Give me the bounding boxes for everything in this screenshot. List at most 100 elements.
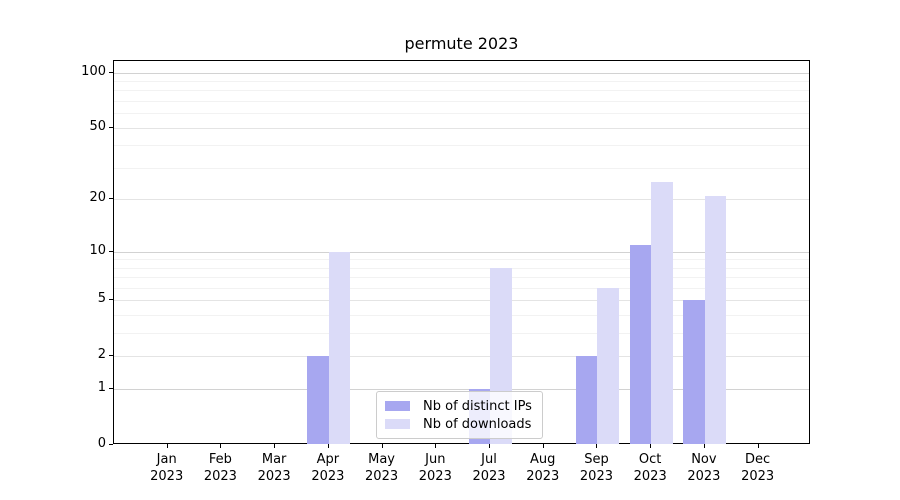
month-year: 2023: [150, 469, 184, 484]
chart-title: permute 2023: [404, 34, 519, 53]
x-tick-label-jul: Jul 2023: [462, 451, 516, 485]
y-tick-mark: [109, 71, 113, 73]
gridline-minor: [114, 90, 809, 92]
month-name: Nov: [691, 452, 717, 467]
gridline: [114, 72, 809, 74]
plot-area: [113, 60, 810, 444]
bar-distinct-ips-sep: [575, 356, 598, 444]
y-tick-mark: [109, 355, 113, 357]
month-year: 2023: [741, 469, 775, 484]
y-tick-mark: [109, 444, 113, 445]
x-tick-mark: [596, 444, 598, 448]
month-name: Apr: [316, 452, 340, 467]
gridline: [114, 251, 809, 253]
x-tick-mark: [381, 444, 383, 448]
month-name: Feb: [208, 452, 232, 467]
month-year: 2023: [257, 469, 291, 484]
month-year: 2023: [526, 469, 560, 484]
y-tick-label: 0: [97, 436, 106, 451]
gridline-minor: [114, 288, 809, 290]
x-tick-mark: [489, 444, 491, 448]
gridline-minor: [114, 315, 809, 317]
downloads-swatch-icon: [385, 419, 410, 429]
x-tick-mark: [166, 444, 168, 448]
month-name: Mar: [261, 452, 287, 467]
y-tick-label: 2: [97, 347, 106, 363]
gridline-minor: [114, 101, 809, 103]
bar-distinct-ips-apr: [307, 356, 329, 444]
gridline-minor: [114, 145, 809, 147]
gridline-minor: [114, 267, 809, 269]
y-tick-label: 50: [89, 118, 106, 134]
month-year: 2023: [311, 469, 345, 484]
month-year: 2023: [203, 469, 237, 484]
bar-downloads-oct: [651, 182, 673, 444]
month-name: Oct: [638, 452, 662, 467]
gridline: [114, 389, 809, 391]
x-tick-label-jun: Jun 2023: [408, 451, 462, 485]
month-name: Jun: [425, 452, 446, 467]
bar-distinct-ips-oct: [629, 244, 652, 444]
month-year: 2023: [418, 469, 452, 484]
bar-downloads-nov: [704, 195, 727, 444]
month-year: 2023: [633, 469, 667, 484]
month-name: Sep: [584, 452, 609, 467]
y-tick-mark: [109, 126, 113, 128]
y-tick-label: 100: [81, 63, 106, 79]
month-name: Dec: [745, 452, 771, 467]
y-tick-mark: [109, 198, 113, 200]
gridline: [114, 300, 809, 302]
y-tick-label: 20: [89, 190, 106, 206]
x-tick-label-sep: Sep 2023: [569, 451, 623, 485]
gridline: [114, 199, 809, 201]
x-tick-mark: [274, 444, 276, 448]
x-tick-mark: [703, 444, 705, 448]
gridline-minor: [114, 113, 809, 115]
x-tick-mark: [435, 444, 437, 448]
x-tick-label-dec: Dec 2023: [731, 451, 785, 485]
gridline-minor: [114, 81, 809, 83]
x-tick-label-mar: Mar 2023: [247, 451, 301, 485]
x-tick-mark: [220, 444, 222, 448]
month-year: 2023: [365, 469, 399, 484]
legend-item-distinct-ips: Nb of distinct IPs: [385, 397, 532, 415]
gridline-minor: [114, 333, 809, 335]
legend-label-distinct-ips: Nb of distinct IPs: [423, 398, 532, 414]
y-tick-label: 5: [97, 291, 106, 307]
legend-item-downloads: Nb of downloads: [385, 415, 532, 433]
y-tick-mark: [109, 388, 113, 390]
month-year: 2023: [579, 469, 613, 484]
x-tick-label-aug: Aug 2023: [516, 451, 570, 485]
x-tick-mark: [542, 444, 544, 448]
x-tick-mark: [650, 444, 652, 448]
gridline-minor: [114, 167, 809, 169]
legend: Nb of distinct IPs Nb of downloads: [376, 391, 543, 439]
month-name: Jul: [481, 452, 497, 467]
month-year: 2023: [472, 469, 506, 484]
distinct-ips-swatch-icon: [385, 401, 410, 411]
x-tick-mark: [327, 444, 329, 448]
x-tick-label-feb: Feb 2023: [193, 451, 247, 485]
x-tick-label-may: May 2023: [355, 451, 409, 485]
y-tick-mark: [109, 250, 113, 252]
x-tick-label-nov: Nov 2023: [677, 451, 731, 485]
gridline-minor: [114, 259, 809, 261]
month-name: Jan: [156, 452, 177, 467]
x-tick-mark: [757, 444, 759, 448]
legend-label-downloads: Nb of downloads: [423, 416, 532, 432]
gridline: [114, 127, 809, 129]
month-year: 2023: [687, 469, 721, 484]
y-tick-label: 1: [97, 380, 106, 396]
bar-downloads-apr: [328, 251, 351, 444]
y-tick-label: 10: [89, 242, 106, 258]
y-tick-mark: [109, 299, 113, 301]
gridline: [114, 356, 809, 358]
x-tick-label-apr: Apr 2023: [301, 451, 355, 485]
gridline-minor: [114, 277, 809, 279]
month-name: May: [368, 452, 396, 467]
x-tick-label-jan: Jan 2023: [140, 451, 194, 485]
bar-distinct-ips-nov: [683, 300, 705, 444]
bar-downloads-sep: [597, 288, 619, 444]
month-name: Aug: [530, 452, 556, 467]
